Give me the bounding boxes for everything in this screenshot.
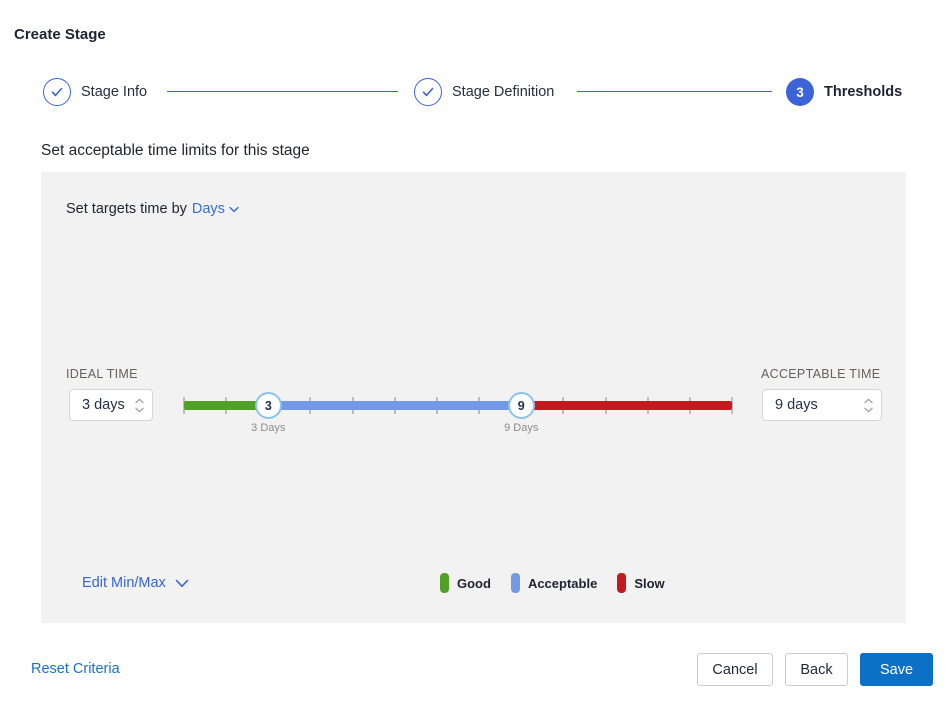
stepper-down-icon[interactable] [135, 407, 144, 413]
legend-item-acceptable: Acceptable [510, 573, 598, 593]
step-connector [577, 91, 772, 92]
step-label: Stage Info [81, 84, 148, 100]
slider-segment-acceptable [268, 401, 522, 410]
cancel-button[interactable]: Cancel [697, 653, 773, 686]
acceptable-time-stepper [864, 398, 881, 413]
ideal-time-input[interactable] [70, 397, 135, 413]
legend-swatch-good [440, 573, 449, 593]
legend-swatch-slow [617, 573, 627, 593]
step-stage-definition[interactable]: Stage Definition [414, 78, 554, 106]
page-title: Create Stage [14, 26, 106, 43]
thresholds-panel [41, 172, 906, 623]
stepper-up-icon[interactable] [135, 398, 144, 404]
check-circle-icon [414, 78, 442, 106]
legend: Good Acceptable Slow [440, 573, 665, 593]
acceptable-time-label: ACCEPTABLE TIME [761, 367, 881, 381]
ideal-time-label: IDEAL TIME [66, 367, 138, 381]
chevron-down-icon [175, 579, 189, 587]
slider-handle-ideal[interactable]: 3 [254, 392, 282, 419]
acceptable-time-input[interactable] [763, 397, 864, 413]
ideal-time-stepper [135, 398, 152, 413]
chevron-down-icon [229, 206, 239, 212]
legend-label: Acceptable [527, 575, 598, 591]
acceptable-time-field [762, 389, 882, 421]
stepper-down-icon[interactable] [864, 407, 873, 413]
target-prefix-label: Set targets time by [66, 201, 187, 217]
stepper-up-icon[interactable] [864, 398, 873, 404]
slider-tick [731, 397, 733, 414]
slider-handle-acceptable[interactable]: 9 [507, 392, 535, 419]
legend-swatch-acceptable [510, 573, 520, 593]
step-connector [167, 91, 398, 92]
step-label: Stage Definition [452, 84, 555, 100]
back-button[interactable]: Back [785, 653, 848, 686]
ideal-time-field [69, 389, 153, 421]
slider-handle-label-ideal: 3 Days [251, 422, 286, 434]
step-thresholds[interactable]: 3 Thresholds [786, 78, 902, 106]
legend-item-good: Good [440, 573, 491, 593]
slider-handle-label-acceptable: 9 Days [504, 422, 539, 434]
check-circle-icon [43, 78, 71, 106]
threshold-slider: 3 9 3 Days 9 Days [183, 391, 733, 435]
edit-minmax-link[interactable]: Edit Min/Max [82, 575, 189, 591]
legend-item-slow: Slow [617, 573, 665, 593]
step-label: Thresholds [824, 84, 903, 100]
slider-segment-slow [521, 401, 732, 410]
slider-segment-good [184, 401, 269, 410]
legend-label: Good [457, 575, 491, 591]
target-unit-row: Set targets time by Days [66, 201, 239, 217]
target-unit-dropdown[interactable]: Days [192, 201, 239, 217]
step-stage-info[interactable]: Stage Info [43, 78, 147, 106]
legend-label: Slow [634, 575, 665, 591]
edit-minmax-label: Edit Min/Max [82, 575, 166, 591]
save-button[interactable]: Save [860, 653, 933, 686]
reset-criteria-link[interactable]: Reset Criteria [31, 661, 120, 677]
section-heading: Set acceptable time limits for this stag… [41, 142, 310, 159]
target-unit-value: Days [191, 201, 225, 217]
step-number-badge: 3 [786, 78, 814, 106]
